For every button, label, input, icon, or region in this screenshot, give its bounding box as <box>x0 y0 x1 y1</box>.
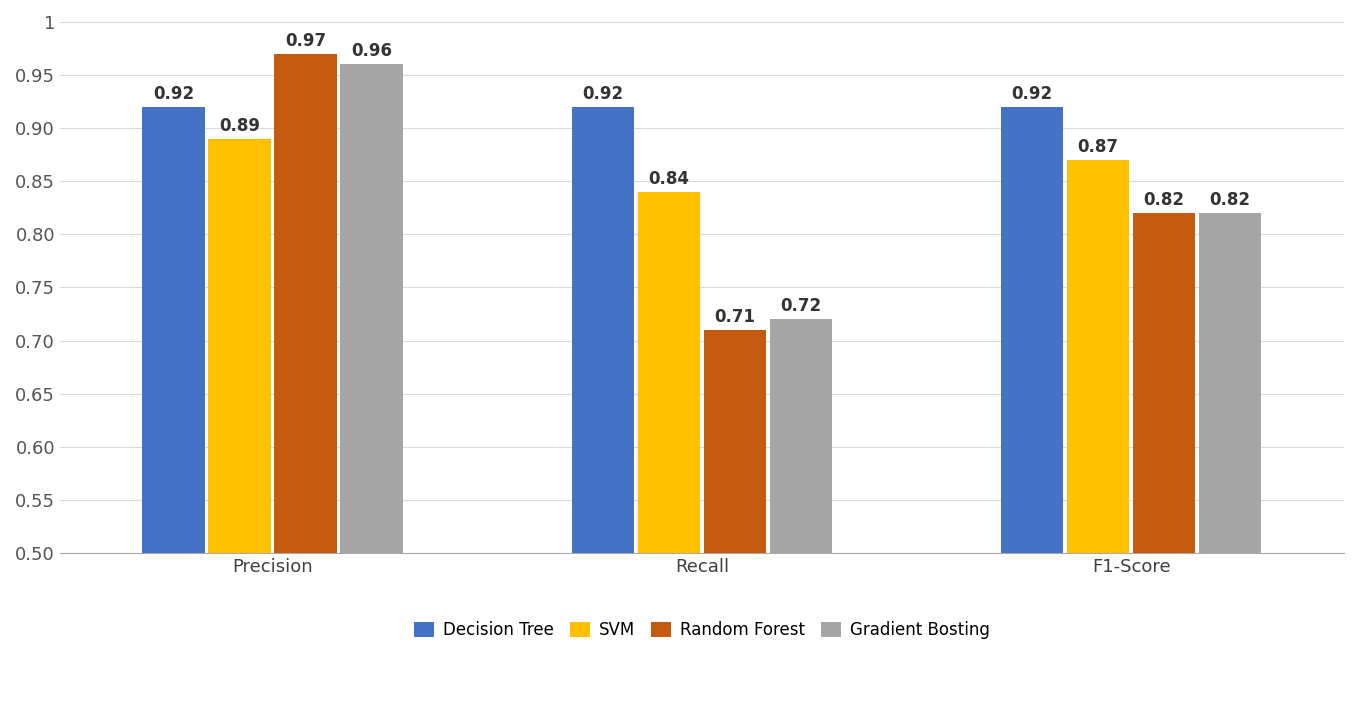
Bar <box>704 330 766 704</box>
Text: 0.82: 0.82 <box>1143 191 1185 209</box>
Bar <box>769 320 832 704</box>
Bar <box>1133 213 1196 704</box>
Bar <box>1067 160 1129 704</box>
Text: 0.72: 0.72 <box>780 297 822 315</box>
Text: 0.96: 0.96 <box>352 42 393 61</box>
Text: 0.87: 0.87 <box>1078 138 1118 156</box>
Legend: Decision Tree, SVM, Random Forest, Gradient Bosting: Decision Tree, SVM, Random Forest, Gradi… <box>408 615 996 646</box>
Text: 0.89: 0.89 <box>219 117 261 134</box>
Bar <box>143 107 205 704</box>
Text: 0.71: 0.71 <box>715 308 756 326</box>
Bar <box>637 192 700 704</box>
Text: 0.97: 0.97 <box>285 32 326 49</box>
Bar <box>208 139 272 704</box>
Text: 0.84: 0.84 <box>648 170 689 188</box>
Bar <box>1199 213 1261 704</box>
Bar <box>341 65 404 704</box>
Text: 0.82: 0.82 <box>1210 191 1250 209</box>
Text: 0.92: 0.92 <box>154 84 194 103</box>
Bar <box>275 54 337 704</box>
Bar <box>572 107 635 704</box>
Bar <box>1000 107 1063 704</box>
Text: 0.92: 0.92 <box>1011 84 1053 103</box>
Text: 0.92: 0.92 <box>583 84 624 103</box>
